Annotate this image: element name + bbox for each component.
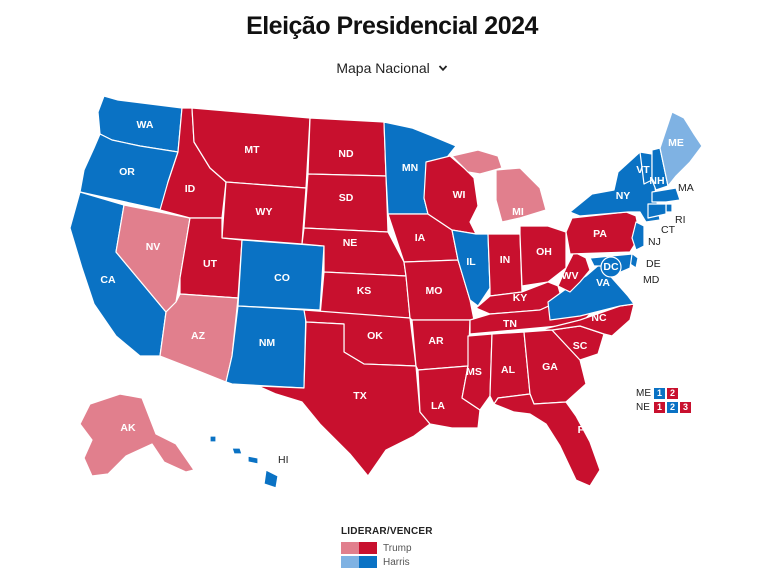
state-label-nd: ND [338,148,354,160]
legend-swatch-win [359,542,377,554]
state-label-fl: FL [578,424,591,436]
state-label-nm: NM [259,337,276,349]
legend-swatch-lead [341,556,359,568]
split-row-ne: NE 1 2 3 [636,400,691,414]
state-label-vt: VT [636,164,650,176]
state-label-de: DE [646,258,661,270]
state-wv[interactable] [557,251,591,293]
state-label-in: IN [500,254,511,266]
state-ak[interactable] [79,393,195,477]
split-state-label: ME [636,387,651,399]
state-il[interactable] [451,229,491,307]
map-selector-dropdown[interactable]: Mapa Nacional [0,59,784,76]
state-az[interactable] [159,293,239,383]
legend-item-trump: Trump [341,541,433,555]
state-mi[interactable] [495,167,547,223]
state-label-ky: KY [513,292,528,304]
state-label-ri: RI [675,214,686,226]
district-splits: ME 1 2 NE 1 2 3 [636,386,691,414]
state-label-nh: NH [649,175,664,187]
district-box[interactable]: 2 [667,387,678,399]
state-label-ok: OK [367,330,383,342]
state-oh[interactable] [519,225,567,287]
state-label-wa: WA [137,119,154,131]
state-nh[interactable] [651,147,669,191]
legend-swatch-lead [341,542,359,554]
state-label-mi: MI [512,206,524,218]
state-ct[interactable] [647,203,667,219]
legend-item-harris: Harris [341,555,433,569]
state-dc[interactable] [600,256,622,278]
state-label-hi: HI [278,454,289,466]
state-label-mn: MN [402,162,418,174]
chevron-down-icon [438,65,447,72]
legend-label: Harris [383,556,410,568]
split-state-label: NE [636,401,650,413]
map-selector-label: Mapa Nacional [336,60,430,77]
legend-label: Trump [383,542,412,554]
state-label-nv: NV [146,241,161,253]
state-tx[interactable] [257,321,431,477]
state-label-sd: SD [339,192,354,204]
state-label-nj: NJ [648,236,661,248]
state-label-wy: WY [256,206,273,218]
state-mi-upper-peninsula[interactable] [451,149,503,175]
district-box[interactable]: 1 [654,387,665,399]
state-me[interactable] [659,111,703,187]
state-label-va: VA [596,277,610,289]
state-label-ia: IA [415,232,426,244]
state-label-ma: MA [678,182,694,194]
state-label-ne: NE [343,237,358,249]
legend-title: LIDERAR/VENCER [341,526,433,537]
state-label-md: MD [643,274,660,286]
state-label-id: ID [185,183,196,195]
state-nj[interactable] [631,221,645,251]
state-label-il: IL [466,256,476,268]
state-label-me: ME [668,137,684,149]
state-label-ct: CT [661,224,676,236]
state-label-la: LA [431,400,445,412]
state-label-tn: TN [503,318,517,330]
state-label-ak: AK [120,422,136,434]
state-ri[interactable] [665,203,673,213]
state-label-ms: MS [466,366,482,378]
state-hi[interactable] [209,435,279,489]
state-label-mt: MT [244,144,260,156]
state-label-mo: MO [426,285,443,297]
state-label-co: CO [274,272,290,284]
district-box[interactable]: 3 [680,401,691,413]
state-label-ca: CA [100,274,116,286]
page-title: Eleição Presidencial 2024 [246,12,538,40]
state-label-az: AZ [191,330,206,342]
state-label-ar: AR [428,335,444,347]
state-label-wv: WV [562,270,579,282]
legend-swatch-win [359,556,377,568]
state-label-pa: PA [593,228,607,240]
state-ma[interactable] [651,187,681,203]
state-fl[interactable] [493,393,601,487]
state-label-ny: NY [616,190,631,202]
split-row-me: ME 1 2 [636,386,691,400]
state-label-ga: GA [542,361,558,373]
state-label-sc: SC [573,340,588,352]
state-label-nc: NC [591,312,607,324]
state-label-dc: DC [603,261,619,273]
legend: LIDERAR/VENCER Trump Harris [341,526,433,569]
state-nc[interactable] [539,303,635,337]
state-label-ks: KS [357,285,372,297]
state-label-or: OR [119,166,135,178]
district-box[interactable]: 2 [667,401,678,413]
state-label-oh: OH [536,246,552,258]
district-box[interactable]: 1 [654,401,665,413]
state-label-wi: WI [453,189,466,201]
state-label-al: AL [501,364,516,376]
state-label-tx: TX [353,390,366,402]
state-label-ut: UT [203,258,218,270]
